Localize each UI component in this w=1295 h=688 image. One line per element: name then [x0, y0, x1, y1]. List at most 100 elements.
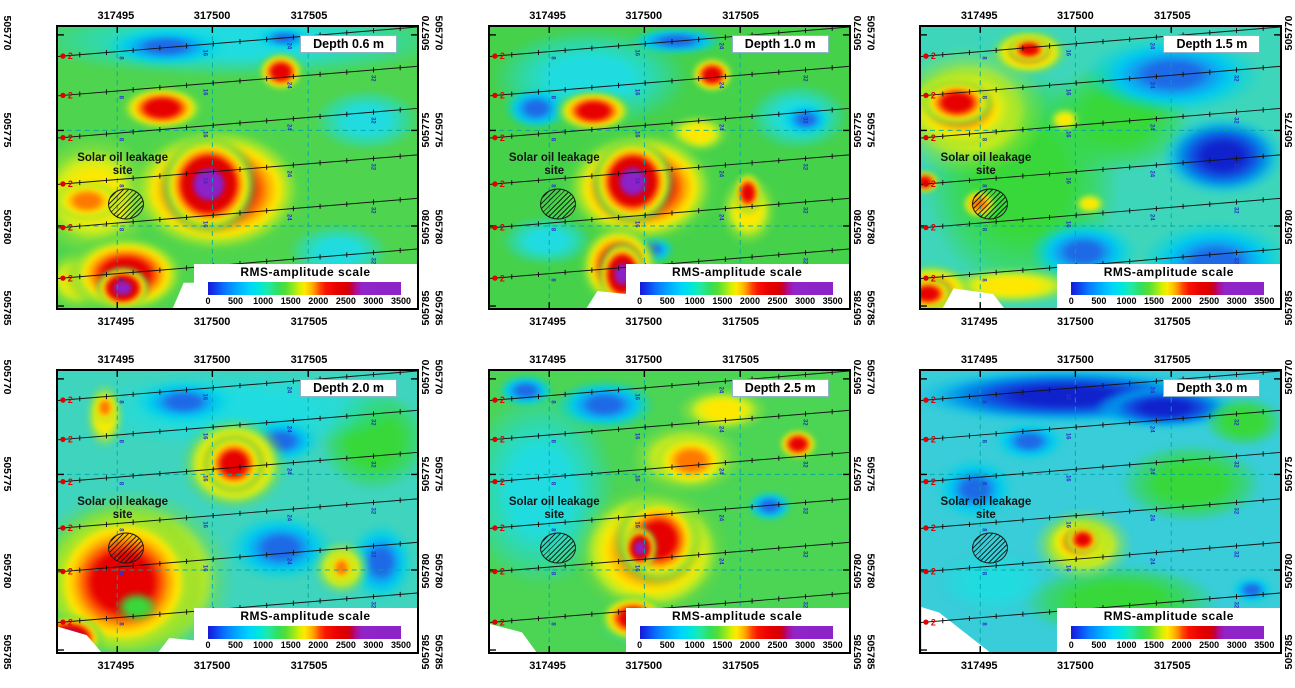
line-start-dot — [923, 619, 929, 625]
x-axis-label: 317495 — [529, 10, 566, 22]
colorbar-tick-label: 1500 — [1144, 640, 1165, 650]
x-axis-label: 317505 — [722, 316, 760, 328]
y-axis-label: 505785 — [851, 634, 864, 670]
x-axis-label: 317505 — [290, 316, 328, 328]
line-number-label: 2 — [68, 133, 73, 143]
colorbar-tick-label: 500 — [228, 296, 244, 306]
survey-station-label: 24 — [1149, 124, 1155, 131]
survey-station-label: 8 — [117, 440, 123, 444]
survey-line — [58, 451, 417, 483]
colorbar-title: RMS-amplitude scale — [672, 265, 803, 279]
survey-station-label: 8 — [549, 56, 555, 60]
leakage-site-label-line1: Solar oil leakage — [940, 151, 1032, 164]
line-number-label: 2 — [931, 617, 936, 627]
line-number-label: 2 — [500, 523, 505, 533]
colorbar-tick-label: 2000 — [1171, 296, 1192, 306]
survey-station-label: 8 — [549, 138, 555, 142]
line-start-dot — [60, 53, 66, 59]
survey-station-label: 8 — [117, 184, 123, 188]
survey-line — [489, 592, 849, 624]
leakage-site-label-line1: Solar oil leakage — [77, 151, 168, 164]
y-axis-label: 505785 — [432, 290, 445, 326]
y-axis-right: 505770 505775 505780 505785 — [851, 15, 864, 325]
contour-blob-green — [1204, 396, 1281, 447]
survey-station-label: 8 — [981, 278, 987, 282]
survey-line — [489, 371, 849, 401]
survey-station-label: 8 — [117, 56, 123, 60]
survey-station-label: 32 — [370, 461, 376, 468]
survey-station-label: 8 — [981, 440, 987, 444]
y-axis-right: 505770 505775 505780 505785 — [420, 15, 432, 325]
colorbar-tick-label: 1500 — [280, 296, 301, 306]
colorbar-tick-label: 0 — [205, 296, 211, 306]
y-axis-label: 505780 — [432, 209, 445, 245]
panel-depth-2-5-m: 317495 317500 317505 317495 317500 317505 50… — [432, 344, 864, 688]
line-start-dot — [923, 53, 929, 59]
x-axis-label: 317505 — [1153, 10, 1191, 22]
survey-station-label: 32 — [370, 207, 376, 214]
y-axis-left: 505770 505775 505780 505785 — [432, 359, 448, 669]
colorbar-box: RMS-amplitude scale 0 500 1000 1500 2000 2500… — [1057, 264, 1281, 308]
leakage-site-label: Solar oil leakage site — [509, 151, 600, 177]
line-number-label: 2 — [931, 435, 936, 445]
line-start-dot — [60, 181, 66, 187]
line-start-dot — [923, 224, 929, 231]
survey-station-label: 8 — [981, 96, 987, 100]
line-number-label: 2 — [500, 395, 505, 405]
leakage-site-circle — [539, 532, 576, 564]
survey-station-label: 32 — [370, 117, 376, 124]
y-axis-right: 505770 505775 505780 505785 — [420, 359, 432, 669]
y-axis-label: 505785 — [420, 290, 432, 326]
y-axis-label: 505775 — [851, 112, 864, 148]
colorbar-tick-label: 0 — [637, 296, 643, 306]
survey-station-label: 8 — [981, 228, 987, 232]
survey-station-label: 16 — [633, 177, 639, 184]
survey-station-label: 16 — [1065, 393, 1071, 400]
colorbar-tick-label: 1000 — [253, 296, 274, 306]
y-axis-left: 505770 505775 505780 505785 — [0, 15, 16, 325]
colorbar-tick-label: 0 — [1068, 296, 1074, 306]
colorbar-tick-label: 500 — [659, 296, 675, 306]
colorbar-gradient — [639, 282, 833, 295]
x-axis-label: 317500 — [1057, 316, 1094, 328]
x-axis-label: 317505 — [290, 660, 328, 672]
survey-station-label: 32 — [370, 419, 376, 426]
line-number-label: 2 — [500, 91, 505, 101]
survey-station-label: 32 — [801, 258, 807, 265]
line-number-label: 2 — [68, 567, 73, 577]
y-axis-left: 505770 505775 505780 505785 — [432, 15, 448, 325]
colorbar-tick-label: 2500 — [335, 640, 356, 650]
line-number-label: 2 — [500, 51, 505, 61]
contour-blob-cold — [1230, 576, 1274, 605]
x-axis-label: 317495 — [529, 316, 566, 328]
x-axis-label: 317495 — [97, 354, 135, 366]
colorbar-ticks: 0 500 1000 1500 2000 2500 3000 3500 — [1068, 296, 1275, 307]
colorbar-gradient — [208, 282, 401, 295]
colorbar-tick-label: 1500 — [280, 640, 301, 650]
colorbar-tick-label: 3000 — [363, 296, 384, 306]
contour-blob-cool — [312, 88, 417, 151]
survey-station-label: 8 — [981, 482, 987, 486]
survey-line — [921, 154, 1281, 185]
survey-station-label: 32 — [801, 117, 807, 124]
x-axis-top: 317495 317500 317505 — [488, 344, 851, 369]
colorbar-box: RMS-amplitude scale 0 500 1000 1500 2000 2500… — [194, 608, 417, 652]
depth-badge: Depth 2.5 m — [731, 379, 829, 397]
colorbar-tick-label: 0 — [205, 640, 211, 650]
survey-line — [58, 498, 417, 529]
colorbar-ticks: 0 500 1000 1500 2000 2500 3000 3500 — [637, 296, 843, 307]
depth-badge: Depth 1.0 m — [731, 35, 829, 53]
x-axis-label: 317500 — [625, 660, 663, 672]
survey-line — [921, 409, 1281, 441]
colorbar-gradient — [1071, 282, 1265, 295]
survey-line — [921, 197, 1281, 229]
survey-station-label: 8 — [117, 228, 123, 232]
y-axis-right: 505770 505775 505780 505785 — [852, 359, 864, 669]
x-axis-top: 317495 317500 317505 — [56, 344, 419, 369]
colorbar-tick-label: 3500 — [390, 296, 412, 306]
x-axis-bottom: 317495 317500 317505 — [488, 656, 851, 680]
contour-blob-cold — [780, 102, 831, 137]
line-start-dot — [491, 525, 498, 531]
map-plot: 8 16 24 32 2 8 16 24 32 2 8 16 24 32 2 8 16 24 32 2 8 16 24 32 2… — [56, 25, 419, 310]
leakage-site-label: Solar oil leakage site — [77, 151, 168, 177]
